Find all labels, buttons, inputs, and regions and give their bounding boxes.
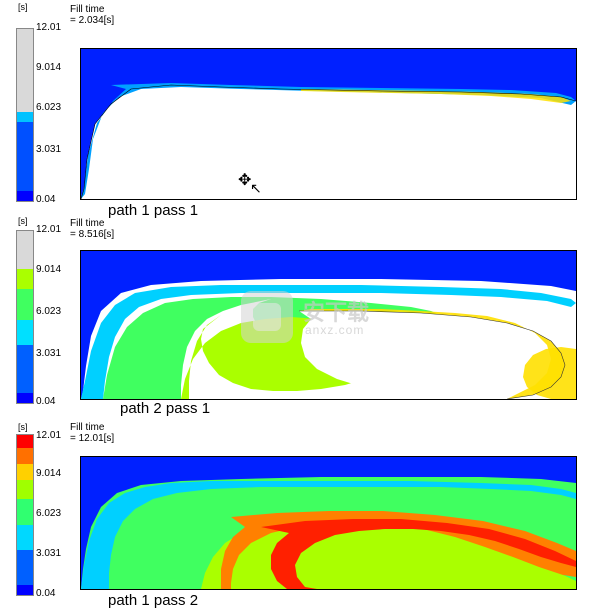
tick: 0.04 [36,588,55,599]
colorbar-3 [16,434,34,596]
plot-1 [80,48,577,200]
fill-time-3: Fill time = 12.01[s] [70,422,114,444]
tick: 3.031 [36,548,61,559]
tick: 12.01 [36,430,61,441]
field-svg-3 [81,457,576,589]
fill-time-label: Fill time [70,218,114,229]
fill-time-label: Fill time [70,4,114,15]
tick: 3.031 [36,348,61,359]
colorbar-1 [16,28,34,202]
tick: 9.014 [36,468,61,479]
fill-time-1: Fill time = 2.034[s] [70,4,114,26]
tick: 9.014 [36,264,61,275]
unit-label-2: [s] [18,216,28,226]
watermark-sub: anxz.com [305,323,364,337]
colorbar-2 [16,230,34,404]
fill-time-value: = 8.516[s] [70,229,114,240]
field-svg-1 [81,49,576,199]
tick: 12.01 [36,224,61,235]
tick: 0.04 [36,194,55,205]
fill-time-label: Fill time [70,422,114,433]
watermark-icon-inner [253,303,281,331]
tick: 9.014 [36,62,61,73]
unit-label-1: [s] [18,2,28,12]
tick: 12.01 [36,22,61,33]
caption-3: path 1 pass 2 [108,592,198,609]
tick: 0.04 [36,396,55,407]
tick: 6.023 [36,306,61,317]
fill-time-value: = 2.034[s] [70,15,114,26]
plot-3 [80,456,577,590]
fill-time-2: Fill time = 8.516[s] [70,218,114,240]
tick: 6.023 [36,102,61,113]
caption-2: path 2 pass 1 [120,400,210,417]
unit-label-3: [s] [18,422,28,432]
panel-1: [s] Fill time = 2.034[s] 12.01 9.014 6.0… [0,2,613,212]
panel-2: [s] Fill time = 8.516[s] 12.01 9.014 6.0… [0,216,613,416]
plot-2: 安下载 anxz.com [80,250,577,400]
panel-3: [s] Fill time = 12.01[s] 12.01 9.014 6.0… [0,422,613,612]
tick: 3.031 [36,144,61,155]
tick: 6.023 [36,508,61,519]
fill-time-value: = 12.01[s] [70,433,114,444]
